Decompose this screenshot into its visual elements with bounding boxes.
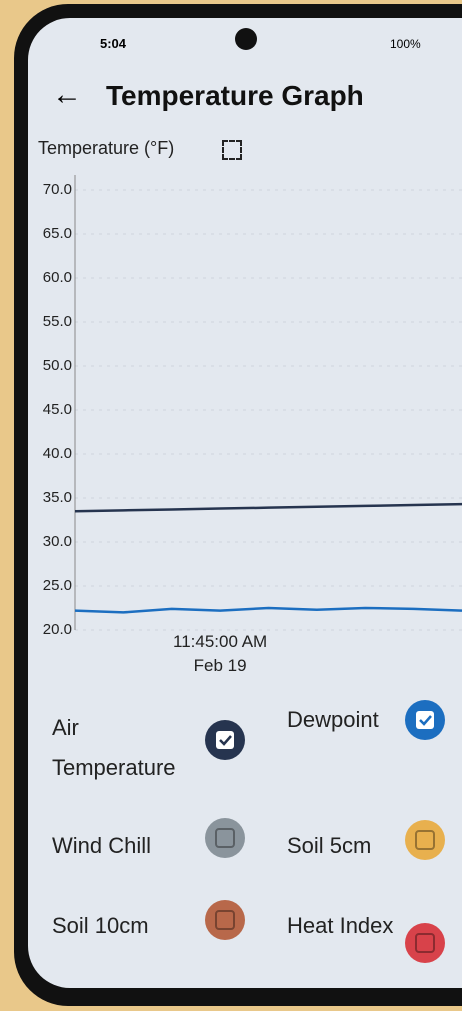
legend-swatch — [205, 900, 245, 940]
y-tick-label: 60.0 — [43, 269, 72, 286]
legend-toggle[interactable] — [205, 900, 245, 940]
y-tick-label: 25.0 — [43, 577, 72, 594]
checkbox — [416, 711, 434, 729]
y-tick-label: 65.0 — [43, 225, 72, 242]
legend-label: Heat Index — [287, 906, 397, 946]
legend-toggle[interactable] — [205, 720, 245, 760]
y-tick-label: 55.0 — [43, 313, 72, 330]
legend-label: Soil 5cm — [287, 826, 397, 866]
legend-toggle[interactable] — [405, 700, 445, 740]
y-tick-label: 40.0 — [43, 445, 72, 462]
y-tick-label: 70.0 — [43, 181, 72, 198]
legend-label: Wind Chill — [52, 826, 202, 866]
legend-label: Soil 10cm — [52, 906, 202, 946]
series-line — [75, 504, 462, 511]
legend-toggle[interactable] — [405, 923, 445, 963]
legend-swatch — [205, 818, 245, 858]
page: 5:04 100% ← Temperature Graph Temperatur… — [0, 0, 462, 1011]
y-tick-label: 20.0 — [43, 621, 72, 638]
y-tick-label: 30.0 — [43, 533, 72, 550]
y-tick-label: 35.0 — [43, 489, 72, 506]
legend-toggle[interactable] — [205, 818, 245, 858]
x-tick-label: 11:45:00 AM Feb 19 — [140, 630, 300, 678]
y-tick-label: 45.0 — [43, 401, 72, 418]
legend-swatch — [405, 820, 445, 860]
series-line — [75, 608, 462, 612]
legend-label: Dewpoint — [287, 700, 407, 740]
legend-label: Air Temperature — [52, 708, 202, 788]
legend-swatch — [405, 923, 445, 963]
y-tick-label: 50.0 — [43, 357, 72, 374]
legend-toggle[interactable] — [405, 820, 445, 860]
checkbox — [216, 731, 234, 749]
